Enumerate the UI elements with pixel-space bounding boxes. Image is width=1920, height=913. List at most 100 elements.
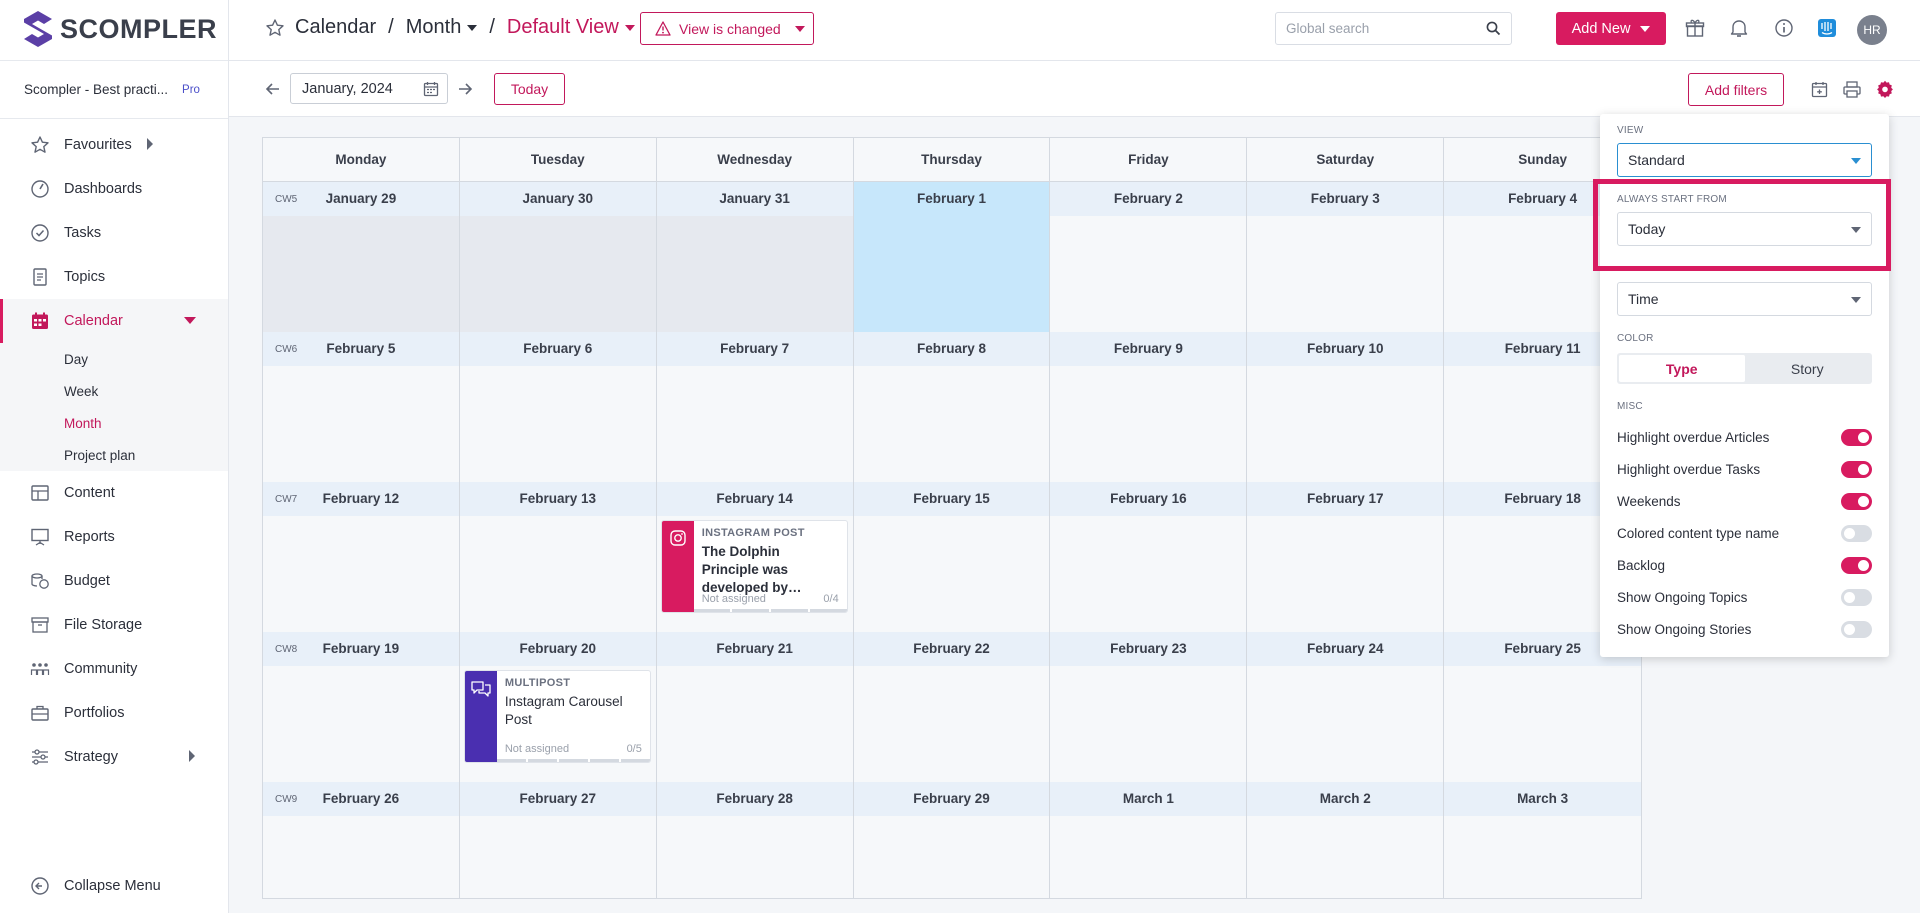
view-changed-button[interactable]: View is changed — [640, 12, 814, 45]
check-circle-icon — [31, 224, 49, 242]
workspace-switcher[interactable]: Scompler - Best practi... Pro — [0, 60, 228, 119]
sidebar-item-portfolios[interactable]: Portfolios — [0, 691, 228, 735]
logo-text: SCOMPLER — [60, 13, 218, 44]
breadcrumb-month-dropdown[interactable]: Month — [406, 16, 478, 39]
misc-option-row: Backlog — [1617, 555, 1872, 575]
calendar-day-cell[interactable]: CW8 February 19 — [263, 632, 460, 782]
sidebar-item-label: Strategy — [64, 749, 118, 765]
calendar-day-cell[interactable]: CW9 February 26 — [263, 782, 460, 898]
highlight-overdue-articles-toggle[interactable] — [1841, 428, 1872, 446]
calendar-day-cell[interactable]: February 16 — [1050, 482, 1248, 632]
calendar-day-cell[interactable]: February 15 — [853, 482, 1051, 632]
intercom-icon[interactable] — [1817, 18, 1837, 38]
calendar-day-cell[interactable]: February 10 — [1247, 332, 1445, 482]
day-date: February 28 — [656, 782, 853, 816]
date-picker-field[interactable]: January, 2024 — [290, 73, 448, 104]
calendar-day-cell[interactable]: January 30 — [459, 182, 657, 332]
sidebar-item-favourites[interactable]: Favourites — [0, 123, 228, 167]
day-date: February 20 — [459, 632, 656, 666]
main-nav: Favourites Dashboards Tasks Topics Calen… — [0, 123, 228, 779]
calendar-day-cell[interactable]: February 27 — [459, 782, 657, 898]
caret-down-icon — [1640, 25, 1651, 32]
colored-content-type-name-toggle[interactable] — [1841, 524, 1872, 542]
calendar-day-cell[interactable]: February 22 — [853, 632, 1051, 782]
breadcrumb-view-dropdown[interactable]: Default View — [507, 16, 635, 39]
breadcrumb-calendar[interactable]: Calendar — [295, 16, 377, 38]
favourite-star-icon[interactable] — [265, 18, 285, 38]
calendar-day-cell[interactable]: February 8 — [853, 332, 1051, 482]
time-select[interactable]: Time — [1617, 282, 1872, 316]
calendar-day-cell[interactable]: February 3 — [1247, 182, 1445, 332]
bell-icon[interactable] — [1730, 18, 1748, 38]
sidebar-item-tasks[interactable]: Tasks — [0, 211, 228, 255]
add-filters-button[interactable]: Add filters — [1688, 73, 1784, 106]
highlight-overdue-tasks-toggle[interactable] — [1841, 460, 1872, 478]
logo[interactable]: SCOMPLER — [22, 10, 217, 48]
show-ongoing-topics-toggle[interactable] — [1841, 588, 1872, 606]
day-date: January 30 — [459, 182, 656, 216]
arrow-right-icon[interactable] — [457, 81, 473, 97]
calendar-day-cell[interactable]: February 9 — [1050, 332, 1248, 482]
backlog-toggle[interactable] — [1841, 556, 1872, 574]
calendar-day-cell[interactable]: CW7 February 12 — [263, 482, 460, 632]
calendar-day-cell-today[interactable]: February 1 — [853, 182, 1051, 332]
sidebar-item-reports[interactable]: Reports — [0, 515, 228, 559]
sidebar-item-dashboards[interactable]: Dashboards — [0, 167, 228, 211]
sidebar-subitem-month[interactable]: Month — [64, 415, 102, 431]
settings-gear-icon[interactable] — [1876, 80, 1894, 98]
calendar-day-cell[interactable]: February 20 MULTIPOST Instagram Carousel… — [459, 632, 657, 782]
sidebar-item-calendar[interactable]: Calendar — [0, 299, 228, 343]
content-card-instagram-post[interactable]: INSTAGRAM POST The Dolphin Principle was… — [660, 520, 848, 613]
calendar-day-cell[interactable]: March 3 — [1444, 782, 1641, 898]
calendar-add-icon[interactable] — [1811, 81, 1828, 98]
calendar-day-cell[interactable]: February 24 — [1247, 632, 1445, 782]
start-from-select[interactable]: Today — [1617, 212, 1872, 246]
color-mode-story[interactable]: Story — [1790, 360, 1824, 377]
color-mode-type[interactable]: Type — [1619, 355, 1745, 382]
sidebar-item-budget[interactable]: Budget — [0, 559, 228, 603]
day-date: February 22 — [853, 632, 1050, 666]
sidebar-subitem-project-plan[interactable]: Project plan — [64, 447, 136, 463]
calendar-day-cell[interactable]: February 2 — [1050, 182, 1248, 332]
calendar-day-cell[interactable]: March 1 — [1050, 782, 1248, 898]
view-select[interactable]: Standard — [1617, 143, 1872, 177]
misc-option-row: Show Ongoing Topics — [1617, 587, 1872, 607]
calendar-day-cell[interactable]: CW6 February 5 — [263, 332, 460, 482]
add-new-button[interactable]: Add New — [1556, 12, 1666, 45]
content-card-multipost[interactable]: MULTIPOST Instagram Carousel Post Not as… — [463, 670, 651, 763]
calendar-day-cell[interactable]: February 7 — [656, 332, 854, 482]
sidebar-subitem-day[interactable]: Day — [64, 351, 89, 367]
card-assignee: Not assigned — [701, 593, 766, 605]
sidebar-item-strategy[interactable]: Strategy — [0, 735, 228, 779]
calendar-day-cell[interactable]: January 31 — [656, 182, 854, 332]
calendar-day-cell[interactable]: February 21 — [656, 632, 854, 782]
sidebar-subitem-week[interactable]: Week — [64, 383, 99, 399]
calendar-day-cell[interactable]: February 17 — [1247, 482, 1445, 632]
sidebar-item-community[interactable]: Community — [0, 647, 228, 691]
collapse-menu-button[interactable]: Collapse Menu — [30, 876, 161, 896]
global-search-input[interactable]: Global search — [1275, 12, 1512, 45]
arrow-left-icon[interactable] — [265, 81, 281, 97]
calendar-day-cell[interactable]: February 23 — [1050, 632, 1248, 782]
day-date: February 10 — [1247, 332, 1444, 366]
calendar-day-cell[interactable]: February 29 — [853, 782, 1051, 898]
calendar-day-cell[interactable]: February 28 — [656, 782, 854, 898]
sidebar-item-label: Budget — [64, 573, 110, 589]
sidebar-item-content[interactable]: Content — [0, 471, 228, 515]
user-avatar[interactable]: HR — [1857, 15, 1887, 45]
calendar-day-cell[interactable]: CW5 January 29 — [263, 182, 460, 332]
misc-option-row: Highlight overdue Articles — [1617, 427, 1872, 447]
today-button[interactable]: Today — [494, 73, 565, 105]
print-icon[interactable] — [1843, 81, 1861, 98]
sidebar-item-topics[interactable]: Topics — [0, 255, 228, 299]
calendar-day-cell[interactable]: February 14 INSTAGRAM POST The Dolphin P… — [656, 482, 854, 632]
day-date: February 5 — [263, 332, 459, 366]
calendar-day-cell[interactable]: February 6 — [459, 332, 657, 482]
info-icon[interactable] — [1774, 18, 1794, 38]
weekends-toggle[interactable] — [1841, 492, 1872, 510]
calendar-day-cell[interactable]: February 13 — [459, 482, 657, 632]
sidebar-item-file-storage[interactable]: File Storage — [0, 603, 228, 647]
calendar-day-cell[interactable]: March 2 — [1247, 782, 1445, 898]
gift-icon[interactable] — [1685, 18, 1705, 38]
show-ongoing-stories-toggle[interactable] — [1841, 620, 1872, 638]
